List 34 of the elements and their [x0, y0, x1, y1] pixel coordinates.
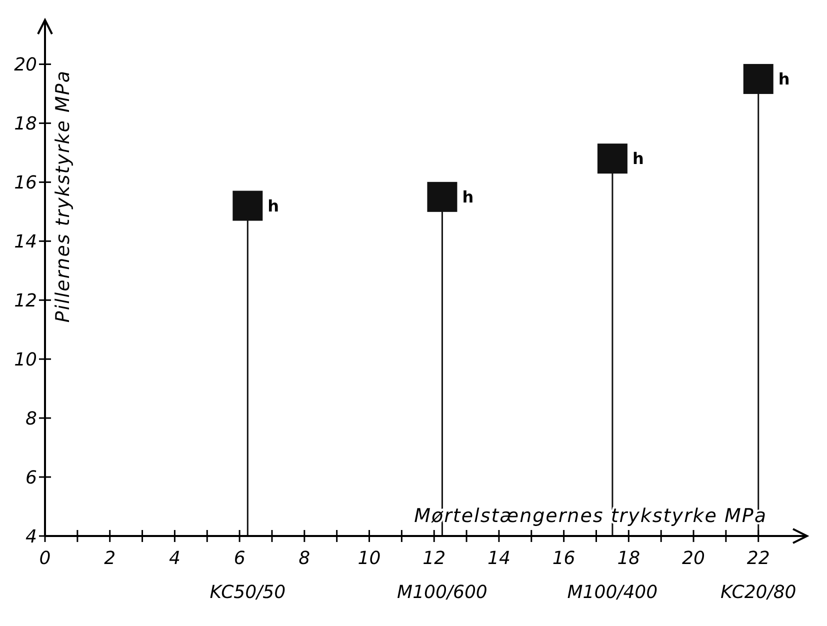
annotation: h	[632, 149, 644, 168]
x-tick-label: 16	[552, 548, 576, 569]
y-tick-label: 14	[14, 231, 37, 252]
y-axis-title: Pillernes trykstyrke MPa	[52, 70, 74, 323]
text: M100/400	[567, 582, 658, 603]
x-tick-label: 8	[298, 548, 310, 569]
x-tick-label: 6	[234, 548, 246, 569]
x-tick-label: 0	[39, 548, 51, 569]
x-tick-label: 4	[168, 548, 180, 569]
annotation: h	[462, 188, 474, 207]
point	[427, 182, 458, 212]
y-tick-label: 20	[14, 54, 37, 76]
x-tick-label: 20	[682, 548, 705, 569]
annotation: h	[778, 70, 790, 89]
text: KC50/50	[210, 582, 286, 603]
y-tick-label: 12	[14, 290, 37, 312]
text: KC20/80	[720, 582, 796, 603]
text: M100/600	[397, 582, 488, 603]
x-tick-label: 22	[746, 548, 770, 569]
y-tick-label: 18	[14, 114, 37, 134]
y-tick-label: 8	[26, 408, 37, 430]
y-tick-label: 4	[26, 526, 37, 548]
y-tick-label: 6	[26, 467, 37, 488]
y-tick-label: 16	[14, 172, 37, 194]
annotation: h	[268, 196, 280, 216]
point	[743, 64, 774, 94]
y-tick-label: 10	[14, 349, 37, 370]
x-tick-label: 2	[104, 548, 116, 569]
point	[597, 144, 628, 174]
x-tick-label: 18	[617, 548, 640, 569]
x-tick-label: 14	[488, 548, 510, 569]
x-tick-label: 10	[358, 548, 381, 569]
point	[232, 190, 263, 221]
x-tick-label: 12	[422, 548, 446, 569]
